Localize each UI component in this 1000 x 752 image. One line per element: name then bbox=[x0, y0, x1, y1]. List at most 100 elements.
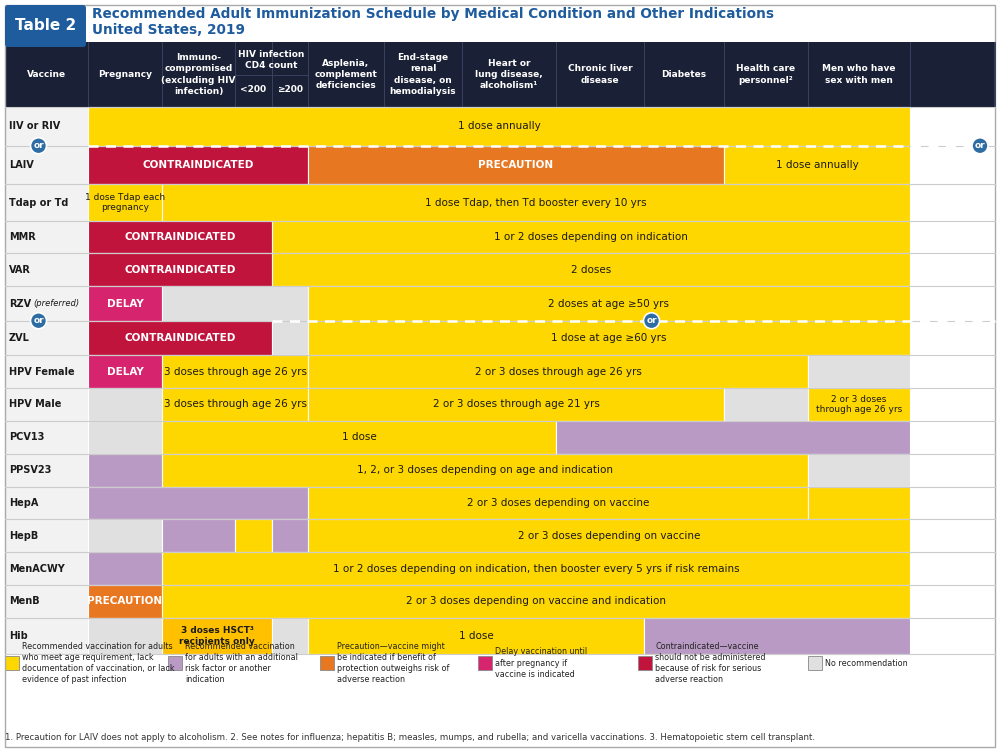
Text: 1 dose at age ≥60 yrs: 1 dose at age ≥60 yrs bbox=[551, 333, 667, 343]
Bar bbox=[162, 184, 910, 220]
Text: 3 doses through age 26 yrs: 3 doses through age 26 yrs bbox=[164, 399, 306, 410]
Bar bbox=[308, 355, 808, 388]
Text: LAIV: LAIV bbox=[9, 160, 34, 170]
Text: PRECAUTION: PRECAUTION bbox=[87, 596, 163, 606]
Text: ZVL: ZVL bbox=[9, 333, 30, 343]
Bar bbox=[88, 520, 162, 552]
Text: Recommended Adult Immunization Schedule by Medical Condition and Other Indicatio: Recommended Adult Immunization Schedule … bbox=[92, 7, 774, 21]
Bar bbox=[5, 146, 88, 184]
Text: VAR: VAR bbox=[9, 265, 31, 274]
Text: Precaution—vaccine might
be indicated if benefit of
protection outweighs risk of: Precaution—vaccine might be indicated if… bbox=[337, 642, 449, 684]
Text: Men who have
sex with men: Men who have sex with men bbox=[822, 65, 896, 84]
Text: 2 or 3 doses
through age 26 yrs: 2 or 3 doses through age 26 yrs bbox=[816, 395, 902, 414]
Bar bbox=[162, 585, 910, 618]
Bar bbox=[308, 487, 808, 520]
Bar bbox=[168, 656, 182, 670]
Text: Contraindicated—vaccine
should not be administered
because of risk for serious
a: Contraindicated—vaccine should not be ad… bbox=[655, 642, 766, 684]
Bar bbox=[272, 253, 910, 287]
Circle shape bbox=[644, 313, 660, 329]
Text: CONTRAINDICATED: CONTRAINDICATED bbox=[124, 265, 236, 274]
Text: DELAY: DELAY bbox=[107, 299, 143, 308]
Text: Hib: Hib bbox=[9, 631, 28, 641]
Bar bbox=[5, 421, 88, 453]
Text: or: or bbox=[975, 141, 985, 150]
Text: 2 or 3 doses through age 26 yrs: 2 or 3 doses through age 26 yrs bbox=[475, 367, 641, 377]
Text: Immuno-
compromised
(excluding HIV
infection): Immuno- compromised (excluding HIV infec… bbox=[161, 53, 236, 96]
Bar bbox=[235, 520, 272, 552]
Bar bbox=[308, 388, 724, 421]
Bar bbox=[5, 42, 995, 107]
Text: 2 doses: 2 doses bbox=[571, 265, 611, 274]
Text: Chronic liver
disease: Chronic liver disease bbox=[568, 65, 632, 84]
Bar bbox=[5, 184, 88, 220]
Bar bbox=[5, 656, 19, 670]
Text: 3 doses HSCT³
recipients only: 3 doses HSCT³ recipients only bbox=[179, 626, 255, 646]
Bar bbox=[5, 220, 88, 253]
Text: 1 dose: 1 dose bbox=[342, 432, 376, 442]
Bar bbox=[88, 287, 162, 321]
Text: RZV: RZV bbox=[9, 299, 31, 308]
Text: HPV Male: HPV Male bbox=[9, 399, 61, 410]
Text: MenACWY: MenACWY bbox=[9, 564, 65, 574]
Bar bbox=[5, 618, 88, 654]
Text: PCV13: PCV13 bbox=[9, 432, 44, 442]
Circle shape bbox=[30, 138, 46, 153]
Text: United States, 2019: United States, 2019 bbox=[92, 23, 245, 37]
Text: CONTRAINDICATED: CONTRAINDICATED bbox=[124, 333, 236, 343]
Bar bbox=[320, 656, 334, 670]
Bar bbox=[5, 552, 88, 585]
Bar bbox=[724, 146, 910, 184]
Text: or: or bbox=[33, 317, 44, 326]
Bar bbox=[808, 656, 822, 670]
Bar bbox=[88, 184, 162, 220]
Text: Pregnancy: Pregnancy bbox=[98, 70, 152, 79]
Text: HepA: HepA bbox=[9, 498, 38, 508]
Text: Heart or
lung disease,
alcoholism¹: Heart or lung disease, alcoholism¹ bbox=[475, 59, 543, 90]
Bar bbox=[162, 355, 308, 388]
Text: 1 dose annually: 1 dose annually bbox=[776, 160, 858, 170]
Text: 1 or 2 doses depending on indication: 1 or 2 doses depending on indication bbox=[494, 232, 688, 242]
Bar bbox=[272, 520, 308, 552]
Bar bbox=[88, 618, 162, 654]
Bar bbox=[808, 388, 910, 421]
Circle shape bbox=[30, 313, 46, 329]
Bar bbox=[162, 388, 308, 421]
Text: 1. Precaution for LAIV does not apply to alcoholism. 2. See notes for influenza;: 1. Precaution for LAIV does not apply to… bbox=[5, 733, 815, 742]
Bar bbox=[88, 421, 162, 453]
Text: No recommendation: No recommendation bbox=[825, 659, 908, 668]
Bar bbox=[5, 520, 88, 552]
Text: 1 or 2 doses depending on indication, then booster every 5 yrs if risk remains: 1 or 2 doses depending on indication, th… bbox=[333, 564, 739, 574]
Text: 1 dose: 1 dose bbox=[459, 631, 493, 641]
Text: DELAY: DELAY bbox=[107, 367, 143, 377]
Bar bbox=[5, 355, 88, 388]
Text: CONTRAINDICATED: CONTRAINDICATED bbox=[142, 160, 254, 170]
Bar bbox=[5, 287, 88, 321]
Text: MenB: MenB bbox=[9, 596, 40, 606]
Bar bbox=[88, 585, 162, 618]
Bar bbox=[5, 487, 88, 520]
Text: <200: <200 bbox=[240, 86, 267, 95]
Text: 3 doses through age 26 yrs: 3 doses through age 26 yrs bbox=[164, 367, 306, 377]
Bar bbox=[5, 388, 88, 421]
Bar bbox=[308, 618, 644, 654]
Bar bbox=[162, 287, 308, 321]
Bar bbox=[88, 220, 272, 253]
Text: 2 or 3 doses depending on vaccine: 2 or 3 doses depending on vaccine bbox=[518, 531, 700, 541]
Bar bbox=[5, 585, 88, 618]
Bar bbox=[162, 421, 556, 453]
Bar bbox=[308, 520, 910, 552]
Bar bbox=[88, 107, 910, 146]
Text: Recommended vaccination for adults
who meet age requirement, lack
documentation : Recommended vaccination for adults who m… bbox=[22, 642, 175, 684]
Text: HepB: HepB bbox=[9, 531, 38, 541]
Text: MMR: MMR bbox=[9, 232, 36, 242]
Bar bbox=[638, 656, 652, 670]
Text: or: or bbox=[646, 317, 657, 326]
Bar bbox=[272, 220, 910, 253]
Text: Diabetes: Diabetes bbox=[661, 70, 707, 79]
Bar bbox=[808, 487, 910, 520]
Bar bbox=[162, 618, 272, 654]
Text: (preferred): (preferred) bbox=[33, 299, 79, 308]
Bar bbox=[88, 388, 162, 421]
Bar bbox=[88, 321, 272, 355]
Text: 2 or 3 doses through age 21 yrs: 2 or 3 doses through age 21 yrs bbox=[433, 399, 599, 410]
